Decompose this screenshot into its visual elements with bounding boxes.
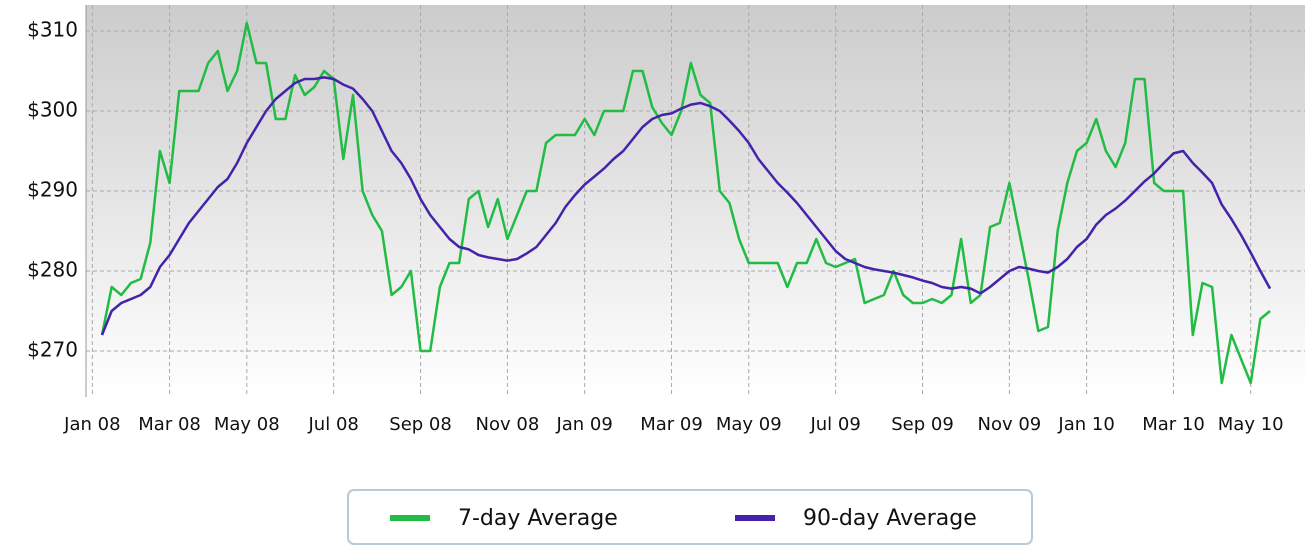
x-tick-label: Jan 09 xyxy=(555,414,612,435)
x-tick-label: Mar 09 xyxy=(640,414,703,435)
y-tick-label: $270 xyxy=(27,338,78,362)
x-tick-label: May 09 xyxy=(716,414,782,435)
x-tick-label: May 08 xyxy=(214,414,280,435)
y-tick-label: $310 xyxy=(27,18,78,42)
x-tick-label: Nov 09 xyxy=(978,414,1042,435)
legend-label: 7-day Average xyxy=(458,506,618,531)
x-tick-label: Jan 10 xyxy=(1057,414,1114,435)
x-tick-label: Nov 08 xyxy=(476,414,540,435)
plot-area xyxy=(86,5,1305,397)
x-tick-label: Mar 10 xyxy=(1142,414,1205,435)
x-tick-label: Mar 08 xyxy=(138,414,201,435)
x-tick-label: Sep 08 xyxy=(389,414,452,435)
x-tick-label: Jul 08 xyxy=(308,414,359,435)
series-line xyxy=(100,76,1272,336)
y-tick-label: $290 xyxy=(27,178,78,202)
legend-label: 90-day Average xyxy=(803,506,977,531)
y-tick-label: $300 xyxy=(27,98,78,122)
x-tick-label: Jan 08 xyxy=(63,414,120,435)
y-tick-label: $280 xyxy=(27,258,78,282)
x-tick-label: Sep 09 xyxy=(891,414,954,435)
x-tick-label: Jul 09 xyxy=(809,414,860,435)
x-tick-label: May 10 xyxy=(1218,414,1284,435)
series-line xyxy=(100,21,1271,385)
legend xyxy=(347,489,1033,545)
